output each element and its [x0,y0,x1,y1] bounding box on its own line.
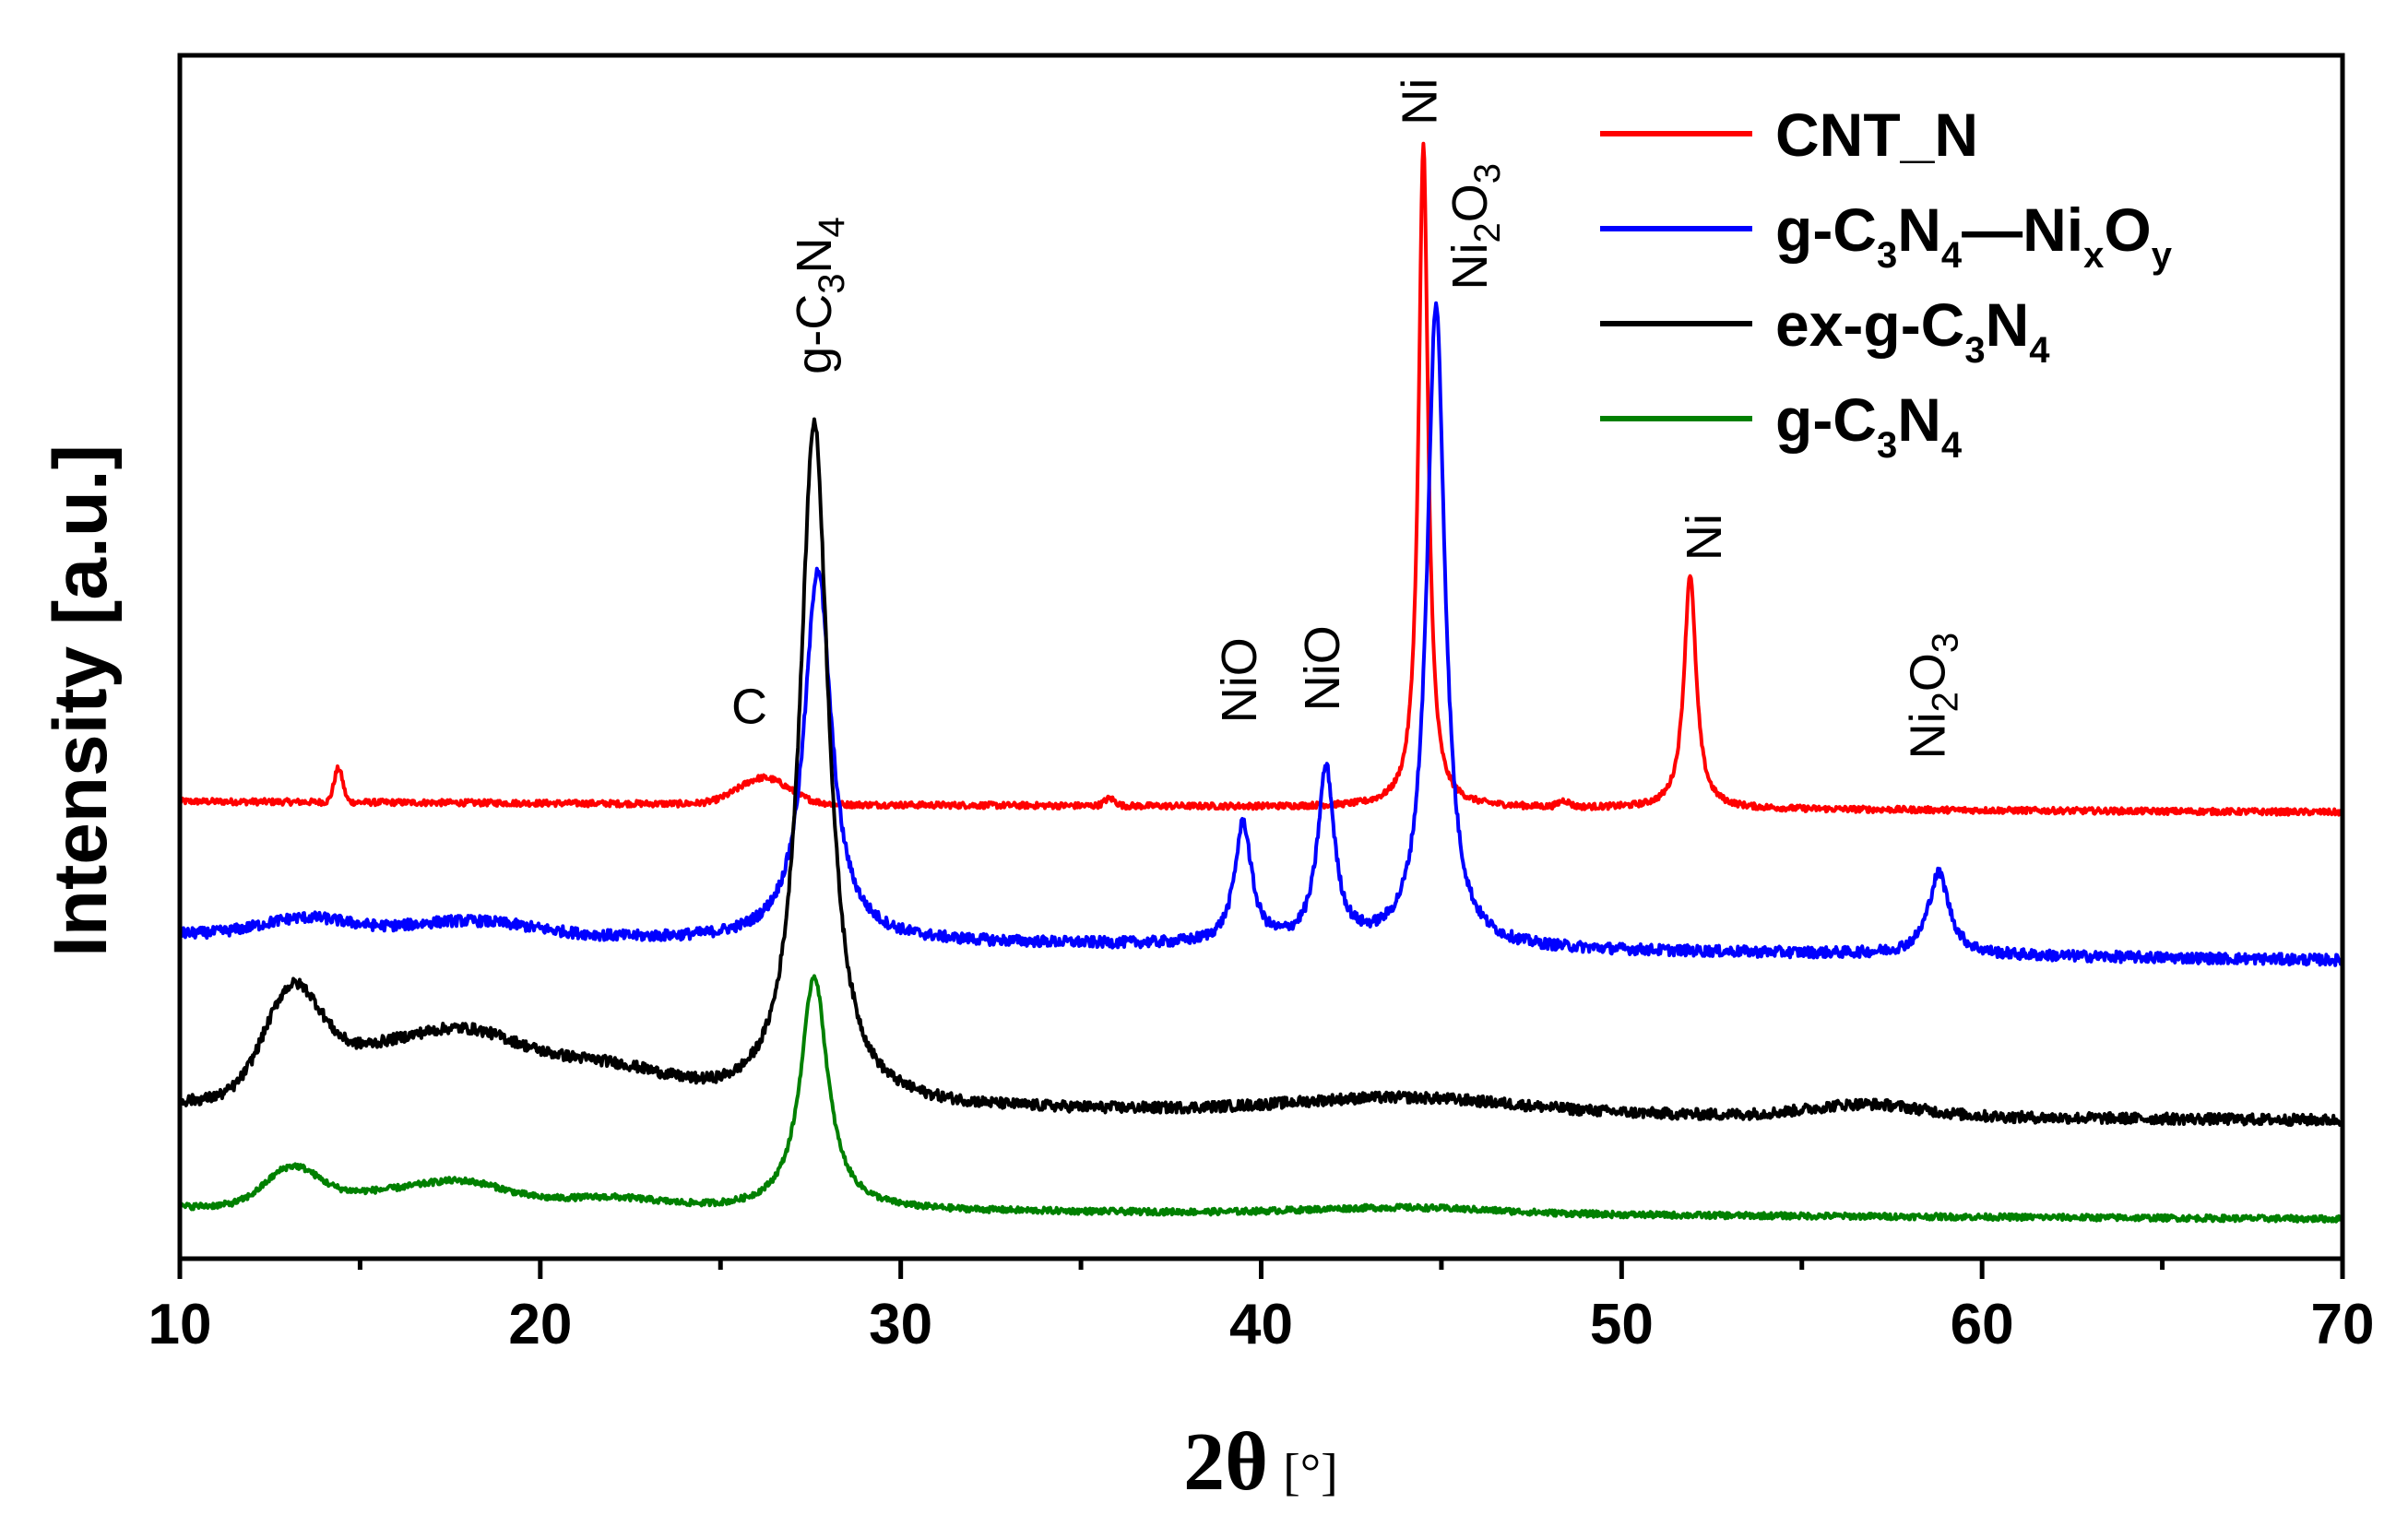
y-axis-title: Intensity [a.u.] [39,444,123,957]
legend-label: ex-g-C3N4 [1775,290,2050,371]
ann-c: C [731,679,767,734]
series-line-0 [178,141,2343,817]
annotation-layer: Cg-C3N4 NiO NiO Ni Ni2O3 Ni Ni2O3 [731,78,1966,760]
ann-ni2o3-1: Ni2O3 [1442,163,1508,290]
ticks-layer: 10 20 30 40 50 60 70 [148,1259,2375,1356]
x-tick-label: 40 [1229,1293,1293,1356]
x-tick-label: 10 [148,1293,212,1356]
ann-g-c3n4: g-C3N4 [787,217,852,374]
legend-label: CNT_N [1775,101,1978,169]
legend: CNT_N g-C3N4—NixOy ex-g-C3N4 g-C3N4 [1600,101,2173,466]
x-axis-title-main: 2θ [1183,1416,1268,1508]
ann-nio-1: NiO [1212,637,1267,723]
series-line-2 [178,417,2343,1127]
ann-ni-1: Ni [1392,78,1447,125]
x-axis-title: 2θ [°] [1183,1416,1338,1508]
series-layer [178,141,2344,1224]
ann-nio-2: NiO [1295,625,1350,711]
series-line-1 [178,301,2344,967]
ann-ni-2: Ni [1677,514,1732,561]
x-tick-label: 60 [1951,1293,2014,1356]
ann-ni2o3-2: Ni2O3 [1901,633,1966,760]
x-axis-title-unit: [°] [1283,1444,1338,1501]
x-tick-label: 20 [508,1293,572,1356]
x-tick-label: 30 [869,1293,932,1356]
series-line-3 [178,974,2343,1224]
x-tick-label: 50 [1590,1293,1654,1356]
legend-label: g-C3N4—NixOy [1775,195,2173,276]
x-tick-label: 70 [2311,1293,2375,1356]
legend-label: g-C3N4 [1775,385,1963,466]
